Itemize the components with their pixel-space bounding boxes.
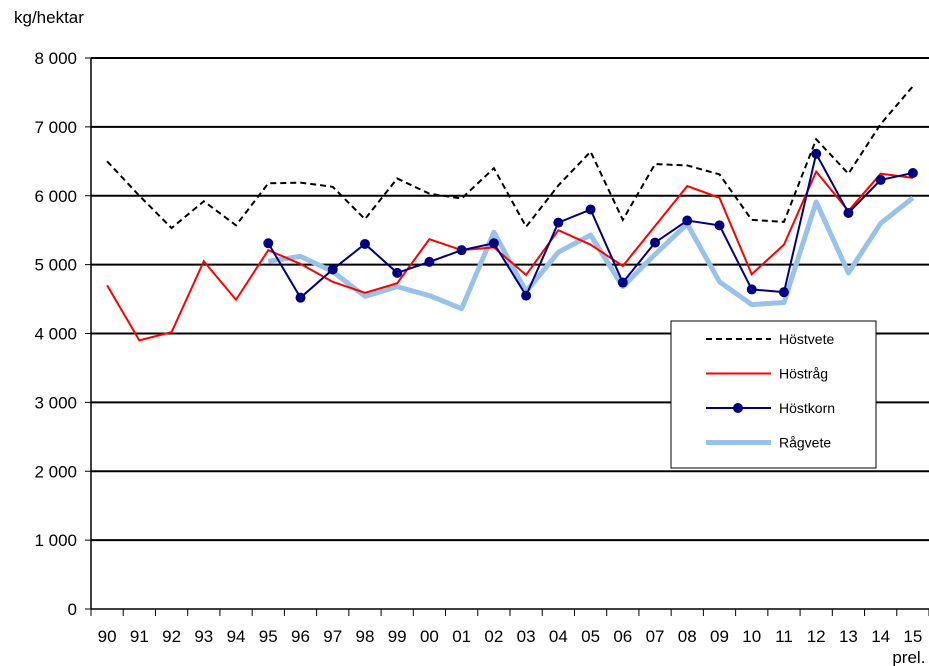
data-point-h-stkorn <box>488 238 499 249</box>
y-tick-label: 7 000 <box>34 118 77 137</box>
y-tick-label: 1 000 <box>34 531 77 550</box>
x-tick-label: 10 <box>742 627 761 646</box>
x-tick-label: 92 <box>162 627 181 646</box>
x-tick-label: 12 <box>807 627 826 646</box>
x-tick-label: 93 <box>194 627 213 646</box>
legend-marker-h-stkorn <box>733 403 743 413</box>
x-tick-label: 90 <box>98 627 117 646</box>
axes <box>85 57 929 616</box>
x-tick-label: 91 <box>130 627 149 646</box>
data-point-h-stkorn <box>714 220 725 231</box>
data-point-h-stkorn <box>682 215 693 226</box>
data-point-h-stkorn <box>295 292 306 303</box>
series-line-h-stvete <box>106 85 914 230</box>
x-tick-labels: 90 91 92 93 94 95 96 97 98 99 00 01 02 03 04 05 06 07 08 09… <box>98 627 926 666</box>
legend-label-h-str-g: Höstråg <box>779 366 828 382</box>
data-point-h-stkorn <box>875 174 886 185</box>
x-tick-label: 14 <box>871 627 890 646</box>
x-tick-label: 03 <box>517 627 536 646</box>
x-tick-label: 11 <box>775 627 793 646</box>
legend-label-h-stkorn: Höstkorn <box>779 400 835 416</box>
data-point-h-stkorn <box>424 256 435 267</box>
x-tick-label: 00 <box>420 627 439 646</box>
x-tick-label: 98 <box>356 627 375 646</box>
x-tick-label: 07 <box>646 627 665 646</box>
x-tick-label: 96 <box>291 627 310 646</box>
x-tick-note: prel. <box>892 648 925 666</box>
y-tick-labels: 0 1 000 2 000 3 000 4 000 5 000 6 000 7 000 8 00… <box>34 49 77 619</box>
y-tick-label: 3 000 <box>34 393 77 412</box>
x-tick-label: 97 <box>323 627 342 646</box>
x-tick-label: 05 <box>581 627 600 646</box>
legend-label-r-gvete: Rågvete <box>779 435 831 451</box>
data-point-h-stkorn <box>843 207 854 218</box>
data-point-h-stkorn <box>778 287 789 298</box>
series-line-r-gvete <box>267 195 915 312</box>
x-tick-label: 02 <box>484 627 503 646</box>
y-axis-label: kg/hektar <box>14 8 84 27</box>
data-point-h-stkorn <box>263 238 274 249</box>
x-tick-label: 06 <box>613 627 632 646</box>
data-point-h-stkorn <box>746 284 757 295</box>
data-point-h-stkorn <box>650 237 661 248</box>
x-tick-label: 95 <box>259 627 278 646</box>
data-point-h-stkorn <box>907 168 918 179</box>
series-line-h-str-g <box>106 169 914 342</box>
x-tick-label: 99 <box>388 627 407 646</box>
data-point-h-stkorn <box>456 245 467 256</box>
x-tick-label: 15 <box>903 627 922 646</box>
x-tick-label: 01 <box>452 627 471 646</box>
data-point-h-stkorn <box>521 290 532 301</box>
y-tick-label: 2 000 <box>34 462 77 481</box>
data-point-h-stkorn <box>359 238 370 249</box>
y-tick-label: 0 <box>68 600 77 619</box>
data-point-h-stkorn <box>617 277 628 288</box>
data-point-h-stkorn <box>327 264 338 275</box>
series-line-h-stkorn <box>267 150 914 300</box>
data-point-h-stkorn <box>811 148 822 159</box>
y-tick-label: 4 000 <box>34 325 77 344</box>
data-point-h-stkorn <box>553 217 564 228</box>
y-tick-label: 8 000 <box>34 49 77 68</box>
series-lines <box>106 85 918 342</box>
legend-label-h-stvete: Höstvete <box>779 331 834 347</box>
x-tick-label: 09 <box>710 627 729 646</box>
data-point-h-stkorn <box>585 204 596 215</box>
data-point-h-stkorn <box>392 267 403 278</box>
x-tick-label: 94 <box>227 627 246 646</box>
x-tick-label: 13 <box>839 627 858 646</box>
y-tick-label: 5 000 <box>34 256 77 275</box>
x-tick-label: 08 <box>678 627 697 646</box>
x-tick-label: 04 <box>549 627 568 646</box>
y-tick-label: 6 000 <box>34 187 77 206</box>
legend-box <box>670 320 877 469</box>
legend: Höstvete Höstråg Höstkorn Rågvete <box>670 320 877 469</box>
